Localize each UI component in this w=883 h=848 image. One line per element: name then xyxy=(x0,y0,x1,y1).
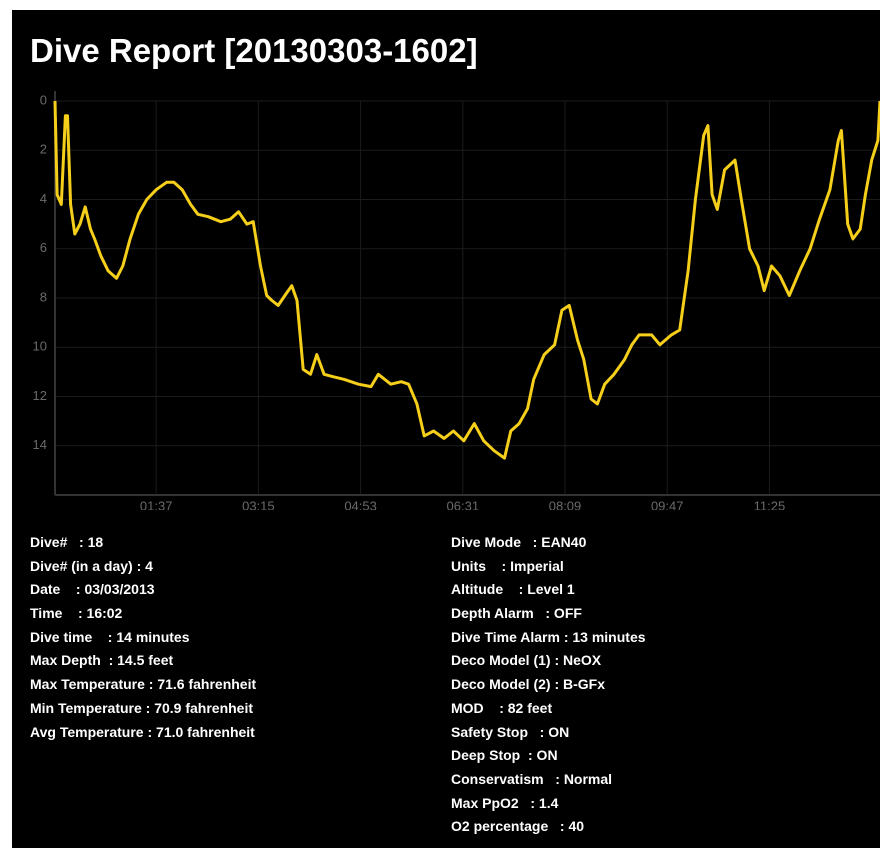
x-tick-label: 11:25 xyxy=(754,498,786,510)
info-left: Dive# : 18 Dive# (in a day) : 4 Date : 03/… xyxy=(30,531,256,744)
info-item: Date : 03/03/2013 xyxy=(30,581,155,598)
info-item: Dive time : 14 minutes xyxy=(30,628,190,645)
info-item: Max PpO2 : 1.4 xyxy=(451,794,559,811)
x-tick-label: 03:15 xyxy=(242,498,275,510)
info-item: Deep Stop : ON xyxy=(451,747,558,764)
info-item: Dive# : 18 xyxy=(30,534,104,550)
info-item: Dive# (in a day) : 4 xyxy=(30,557,153,574)
y-tick-label: 2 xyxy=(40,142,47,157)
y-tick-label: 10 xyxy=(33,339,47,354)
x-tick-label: 09:47 xyxy=(651,498,684,510)
info-item: Conservatism : Normal xyxy=(451,770,613,787)
info-item: Max Depth : 14.5 feet xyxy=(30,652,174,669)
info-item: MOD : 82 feet xyxy=(451,699,553,716)
x-tick-label: 01:37 xyxy=(140,498,173,510)
depth-line xyxy=(53,100,880,460)
report-title: Dive Report [20130303-1602] xyxy=(30,32,478,69)
info-item: Safety Stop : ON xyxy=(451,723,570,740)
info-item: O2 percentage : 40 xyxy=(451,818,585,835)
x-tick-label: 08:09 xyxy=(549,498,582,510)
info-item: Deco Model (1) : NeOX xyxy=(451,652,602,669)
info-right: Dive Mode : EAN40 Units : Imperial Altitud… xyxy=(451,531,646,839)
info-item: Max Temperature : 71.6 fahrenheit xyxy=(30,676,257,693)
info-item: Avg Temperature : 71.0 fahrenheit xyxy=(30,723,255,740)
info-item: Dive Time Alarm : 13 minutes xyxy=(451,628,646,645)
info-item: Min Temperature : 70.9 fahrenheit xyxy=(30,699,254,716)
x-tick-label: 04:53 xyxy=(344,498,377,510)
report-panel: Dive Report [20130303-1602] 0 2 4 6 8 10 12 14 0… xyxy=(12,10,880,848)
info-item: Altitude : Level 1 xyxy=(451,581,575,598)
y-tick-label: 12 xyxy=(33,388,47,403)
info-item: Deco Model (2) : B-GFx xyxy=(451,676,606,693)
y-tick-label: 0 xyxy=(40,92,47,107)
info-item: Time : 16:02 xyxy=(30,605,123,622)
depth-chart: 0 2 4 6 8 10 12 14 01:37 03:15 04:53 06:31 08:09 09:4… xyxy=(33,91,880,510)
info-item: Units : Imperial xyxy=(451,557,564,574)
y-tick-label: 6 xyxy=(40,240,47,255)
y-tick-label: 8 xyxy=(40,289,47,304)
info-item: Dive Mode : EAN40 xyxy=(451,534,587,550)
x-tick-label: 06:31 xyxy=(447,498,480,510)
y-tick-label: 14 xyxy=(33,437,47,452)
y-tick-label: 4 xyxy=(40,191,47,206)
info-item: Depth Alarm : OFF xyxy=(451,605,582,622)
